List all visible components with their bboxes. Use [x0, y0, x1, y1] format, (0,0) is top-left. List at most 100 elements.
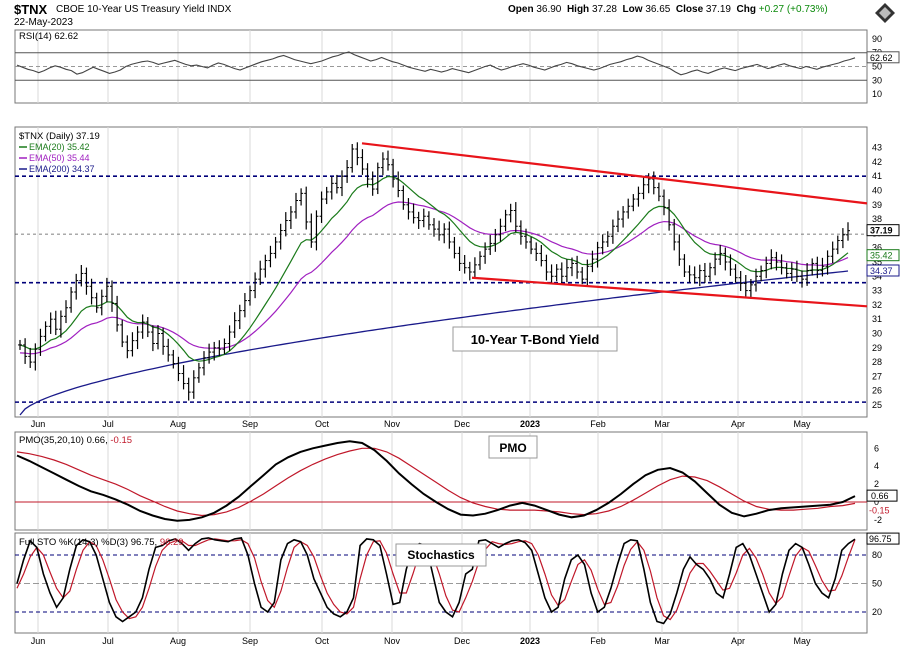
ema20-tag: 35.42 [870, 251, 893, 261]
rsi-title: RSI(14) 62.62 [19, 31, 78, 42]
x-tick-label: 2023 [520, 419, 540, 429]
pmo-y-tick: 0 [874, 497, 879, 507]
ema50-legend: EMA(50) 35.44 [29, 153, 90, 163]
x-tick-label: Sep [242, 636, 258, 646]
x-tick-label: Dec [454, 419, 471, 429]
chart-header: $TNX CBOE 10-Year US Treasury Yield INDX… [0, 0, 900, 30]
x-tick-label: Jun [31, 636, 46, 646]
price-y-tick: 32 [872, 300, 882, 310]
x-tick-label: Dec [454, 636, 471, 646]
svg-text:10-Year T-Bond Yield: 10-Year T-Bond Yield [471, 332, 600, 347]
price-y-tick: 27 [872, 371, 882, 381]
svg-text:Stochastics: Stochastics [407, 548, 475, 562]
annotation-stoch: Stochastics [395, 543, 487, 567]
rsi-last-value-box [866, 51, 900, 64]
x-tick-label: May [793, 636, 811, 646]
annotation-pmo: PMO [488, 435, 538, 459]
stockcharts-logo-icon [875, 3, 895, 23]
price-y-tick: 31 [872, 314, 882, 324]
price-y-tick: 39 [872, 200, 882, 210]
annotation-main: 10-Year T-Bond Yield [452, 326, 618, 352]
price-y-tick: 35 [872, 257, 882, 267]
close-tag-box [866, 224, 900, 237]
x-tick-label: Feb [590, 419, 606, 429]
x-tick-label: Oct [315, 636, 330, 646]
upper-trendline [361, 142, 868, 205]
price-y-tick: 33 [872, 286, 882, 296]
price-y-tick: 28 [872, 357, 882, 367]
price-y-tick: 38 [872, 214, 882, 224]
price-y-tick: 29 [872, 343, 882, 353]
stoch-title: Full STO %K(14,3) %D(3) %K96.75, 96.29 [19, 537, 184, 548]
svg-text:PMO: PMO [499, 441, 526, 455]
x-tick-label: Mar [654, 419, 670, 429]
price-y-tick: 41 [872, 171, 882, 181]
stoch-y-tick: 80 [872, 550, 882, 560]
x-tick-label: Mar [654, 636, 670, 646]
stoch-y-tick: 20 [872, 607, 882, 617]
x-tick-label: Apr [731, 636, 745, 646]
x-tick-label: Nov [384, 419, 401, 429]
close-tag: 37.19 [870, 226, 893, 236]
stoch-value-box [866, 532, 900, 545]
x-tick-label: Aug [170, 419, 186, 429]
ema20-legend: EMA(20) 35.42 [29, 142, 90, 152]
rsi-y-tick: 90 [872, 34, 882, 44]
pmo-y-tick: 4 [874, 461, 879, 471]
ticker-symbol: $TNX [14, 2, 48, 17]
stoch-k-line [16, 537, 856, 625]
price-panel [14, 126, 868, 418]
ema-legend: EMA(20) 35.42 EMA(50) 35.44 EMA(200) 34.… [19, 142, 95, 174]
pmo-signal-value: -0.15 [869, 505, 890, 515]
ticker-description: CBOE 10-Year US Treasury Yield INDX [56, 4, 232, 15]
x-tick-label: Sep [242, 419, 258, 429]
x-tick-label: Oct [315, 419, 330, 429]
change-value: +0.27 (+0.73%) [758, 4, 828, 15]
lower-trendline [471, 276, 868, 308]
pmo-y-tick: -2 [874, 515, 882, 525]
price-y-tick: 36 [872, 243, 882, 253]
rsi-y-tick: 10 [872, 89, 882, 99]
price-y-tick: 30 [872, 328, 882, 338]
price-y-tick: 40 [872, 185, 882, 195]
x-tick-label: Jun [31, 419, 46, 429]
ema200-tag-box [866, 264, 900, 277]
pmo-y-tick: 6 [874, 443, 879, 453]
pmo-line [16, 440, 856, 522]
price-title: $TNX (Daily) 37.19 [19, 131, 100, 142]
pmo-signal-line [16, 447, 856, 517]
pmo-value: 0.66 [871, 491, 889, 501]
ema20-tag-box [866, 249, 900, 262]
ema200-line [19, 270, 849, 416]
price-y-tick: 43 [872, 143, 882, 153]
pmo-value-box [866, 489, 898, 502]
pmo-panel [14, 431, 868, 531]
open-value: 36.90 [536, 4, 562, 15]
x-tick-label: Jul [102, 636, 114, 646]
low-value: 36.65 [645, 4, 671, 15]
x-tick-label: Apr [731, 419, 745, 429]
pmo-y-tick: 2 [874, 479, 879, 489]
high-value: 37.28 [591, 4, 617, 15]
ohlc-readout: Open 36.90 High 37.28 Low 36.65 Close 37… [508, 4, 828, 15]
close-value: 37.19 [705, 4, 731, 15]
stoch-value: 96.75 [869, 534, 892, 544]
rsi-line [16, 51, 856, 76]
chart-date: 22-May-2023 [14, 17, 73, 28]
rsi-y-tick: 30 [872, 75, 882, 85]
ema200-tag: 34.37 [870, 266, 893, 276]
ema200-legend: EMA(200) 34.37 [29, 164, 95, 174]
x-tick-label: Nov [384, 636, 401, 646]
pmo-title: PMO(35,20,10) 0.66, -0.15 [19, 435, 132, 446]
x-tick-label: Aug [170, 636, 186, 646]
price-y-tick: 42 [872, 157, 882, 167]
rsi-last-value: 62.62 [870, 53, 893, 63]
x-tick-label: 2023 [520, 636, 540, 646]
x-tick-label: Feb [590, 636, 606, 646]
rsi-y-tick: 50 [872, 62, 882, 72]
price-y-tick: 26 [872, 386, 882, 396]
x-tick-label: Jul [102, 419, 114, 429]
price-y-tick: 25 [872, 400, 882, 410]
x-tick-label: May [793, 419, 811, 429]
